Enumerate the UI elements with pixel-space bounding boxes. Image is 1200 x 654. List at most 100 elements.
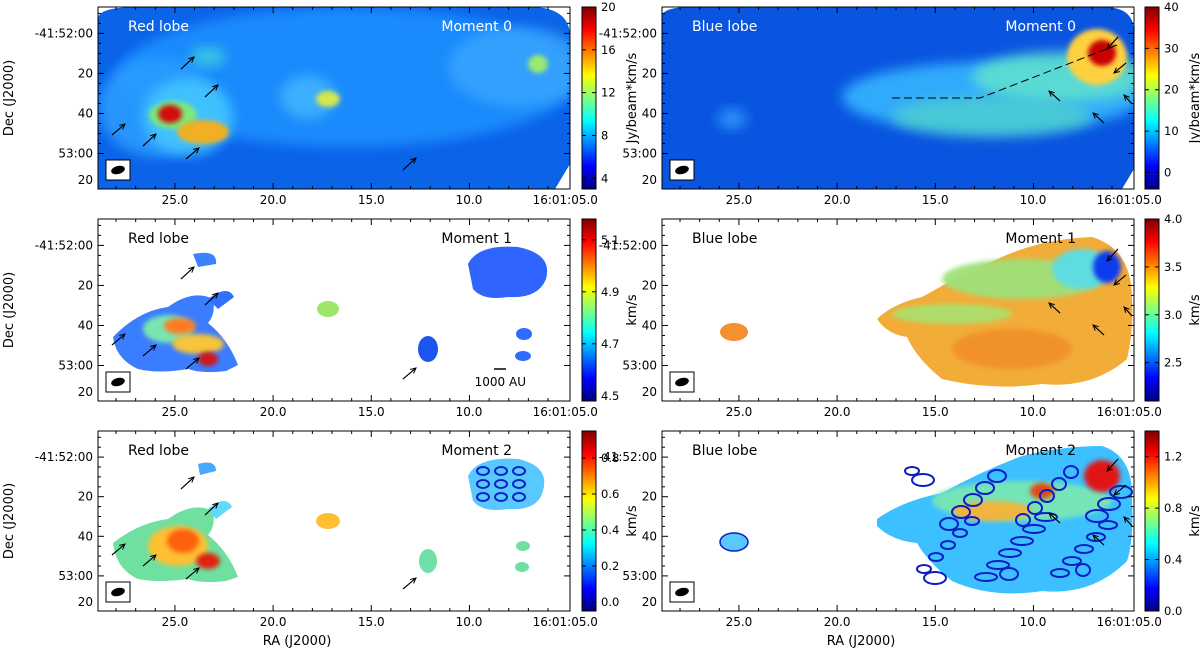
emission-blob [316, 91, 340, 107]
x-tick-label: 20.0 [260, 193, 287, 207]
colorbar-tick-label: 10 [1164, 124, 1179, 138]
x-tick-label: 25.0 [726, 193, 753, 207]
moment-label: Moment 0 [441, 19, 512, 35]
x-tick-label: 25.0 [162, 405, 189, 419]
colorbar-tick-label: 0.8 [1164, 501, 1182, 515]
y-tick-label: 53:00 [58, 147, 93, 161]
noise-contour [1063, 465, 1079, 479]
colorbar-label: Jy/beam*km/s [1188, 52, 1200, 144]
x-tick-label: 25.0 [726, 405, 753, 419]
beam-box [669, 371, 695, 393]
emission-region [198, 462, 216, 475]
emission-region [193, 252, 217, 267]
y-tick-label: 20 [642, 490, 657, 504]
noise-contour [1062, 556, 1082, 566]
x-tick-label: 15.0 [922, 615, 949, 629]
colorbar-tick-label: 12 [601, 86, 616, 100]
noise-contour [494, 479, 508, 489]
colorbar-tick-label: 0 [1164, 165, 1171, 179]
y-tick-label: 20 [642, 595, 657, 609]
moment-label: Moment 0 [1005, 19, 1076, 35]
noise-contour [940, 540, 956, 550]
colorbar-gradient [1144, 6, 1160, 190]
colorbar: 4.0 3.5 3.0 2.5 km/s [1144, 212, 1200, 402]
noise-contour [1022, 524, 1046, 534]
y-tick-label: 40 [642, 529, 657, 543]
y-tick-label: 40 [78, 529, 93, 543]
noise-contour [476, 479, 490, 489]
y-tick-label: 20 [642, 278, 657, 292]
colorbar-label: Jy/beam*km/s [625, 52, 640, 144]
arrow-head [1123, 306, 1133, 317]
emission-blob [280, 75, 336, 119]
colorbar-label: km/s [1188, 294, 1200, 326]
noise-contour [1050, 568, 1070, 578]
colorbar-tick-label: 0.0 [1164, 604, 1182, 618]
colorbar-gradient [581, 6, 597, 190]
colorbar-tick-label: 4 [601, 171, 608, 185]
emission-blob [177, 120, 229, 144]
panel-frame [97, 430, 571, 612]
arrow-head [402, 577, 417, 590]
arrow-head [402, 157, 417, 171]
colorbar-tick-label: 3.5 [1164, 260, 1182, 274]
colorbar-tick-label: 0.4 [601, 523, 619, 537]
panel-frame [661, 430, 1135, 612]
tick-marks [662, 7, 1134, 189]
y-tick-label: 53:00 [58, 359, 93, 373]
emission-region [208, 500, 232, 519]
beam-box [105, 371, 131, 393]
x-tick-label: 25.0 [162, 193, 189, 207]
emission-blob [172, 334, 224, 354]
x-axis-label: RA (J2000) [263, 634, 332, 649]
noise-contour [1010, 536, 1034, 546]
x-tick-label: 10.0 [1020, 193, 1047, 207]
arrow-head [1048, 302, 1061, 314]
x-tick-label: 25.0 [162, 615, 189, 629]
emission-blob [158, 105, 182, 123]
emission-region [719, 532, 749, 552]
y-tick-label: 20 [642, 173, 657, 187]
noise-contour [952, 528, 968, 538]
moment-label: Moment 2 [441, 443, 512, 459]
noise-contour [986, 560, 1010, 570]
colorbar-tick-label: 0.2 [601, 559, 619, 573]
colorbar-tick-label: 4.9 [601, 285, 619, 299]
x-tick-label: 20.0 [260, 615, 287, 629]
colorbar-tick-label: 0.6 [601, 487, 619, 501]
map-content [720, 237, 1133, 387]
arrow-head [1113, 484, 1127, 496]
x-tick-label: 10.0 [456, 193, 483, 207]
map-content [719, 446, 1133, 594]
colorbar: 20 16 12 8 4 Jy/beam*km/s [581, 0, 640, 190]
arrow-head [142, 554, 157, 567]
colorbar-gradient [1144, 218, 1160, 402]
emission-region [316, 513, 340, 529]
emission-blob [892, 97, 1092, 137]
noise-contour [1039, 489, 1055, 503]
moment-label: Moment 1 [1005, 231, 1076, 247]
emission-region [720, 323, 748, 341]
arrow-head [1123, 94, 1133, 105]
y-tick-label: -41:52:00 [599, 238, 657, 252]
beam-ellipse [111, 377, 125, 387]
arrow-head [111, 123, 126, 136]
x-tick-label: 16:01:05.0 [1097, 405, 1162, 419]
noise-contour [1015, 513, 1031, 527]
arrow-head [1092, 534, 1105, 546]
x-tick-label: 16:01:05.0 [533, 405, 598, 419]
y-tick-label: -41:52:00 [35, 26, 93, 40]
arrow-head [1113, 274, 1127, 286]
arrow-head [180, 56, 195, 70]
arrow-head [1048, 90, 1061, 102]
emission-region [419, 549, 437, 573]
colorbar-tick-label: 0.4 [1164, 553, 1182, 567]
map-content [98, 7, 570, 189]
panel-title: Red lobe [128, 19, 189, 35]
panel-title: Blue lobe [692, 19, 757, 35]
arrow-head [185, 147, 200, 160]
x-tick-label: 20.0 [824, 615, 851, 629]
colorbar-gradient [1144, 430, 1160, 612]
